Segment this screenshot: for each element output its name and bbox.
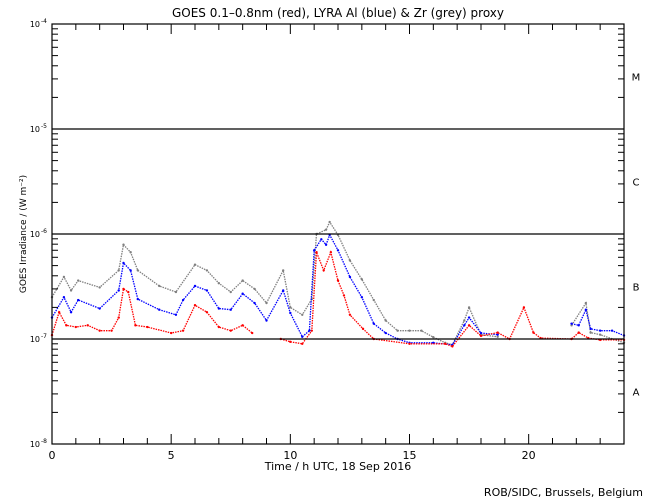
y-tick-label: 10 xyxy=(30,230,40,239)
flare-class-label: B xyxy=(633,283,640,294)
series-lyra-al-proxy xyxy=(50,233,626,347)
y-tick-exponent: -5 xyxy=(41,123,47,130)
series-lyra-zr-proxy xyxy=(50,220,626,347)
series-line xyxy=(571,301,625,344)
y-tick-exponent: -7 xyxy=(41,333,47,340)
x-tick-label: 20 xyxy=(522,449,536,462)
x-tick-label: 10 xyxy=(283,449,297,462)
y-axis-label: GOES Irradiance / (W m⁻²) xyxy=(19,175,29,293)
x-axis-label: Time / h UTC, 18 Sep 2016 xyxy=(264,460,412,473)
x-tick-label: 15 xyxy=(403,449,417,462)
flare-class-label: A xyxy=(633,388,640,399)
y-tick-label: 10 xyxy=(30,20,40,29)
x-tick-label: 0 xyxy=(49,449,56,462)
flare-class-label: M xyxy=(632,73,641,84)
x-tick-label: 5 xyxy=(168,449,175,462)
y-tick-label: 10 xyxy=(30,335,40,344)
y-tick-label: 10 xyxy=(30,125,40,134)
chart-title: GOES 0.1–0.8nm (red), LYRA Al (blue) & Z… xyxy=(172,6,504,20)
series-line xyxy=(51,233,498,346)
y-tick-label: 10 xyxy=(30,440,40,449)
series-line xyxy=(280,250,624,348)
y-tick-exponent: -6 xyxy=(41,228,47,235)
flare-class-label: C xyxy=(633,178,640,189)
y-tick-exponent: -8 xyxy=(41,438,47,445)
series-line xyxy=(51,287,253,336)
series-line xyxy=(571,307,625,337)
credit-text: ROB/SIDC, Brussels, Belgium xyxy=(484,486,643,499)
series-line xyxy=(51,220,498,346)
y-tick-exponent: -4 xyxy=(41,18,47,25)
